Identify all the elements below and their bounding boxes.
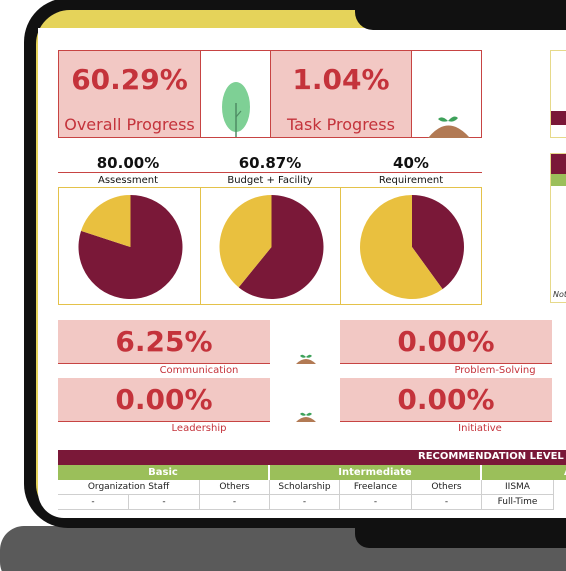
task-progress-label: Task Progress <box>287 115 395 134</box>
overall-progress-value: 60.29% <box>71 63 188 96</box>
sprout-small-icon <box>296 354 316 364</box>
col-others-basic: Others <box>200 480 270 495</box>
initiative-value: 0.00% <box>397 383 495 416</box>
col-others-intermediate: Others <box>412 480 482 495</box>
budget-pie-cell <box>200 187 341 305</box>
task-progress-value: 1.04% <box>292 63 390 96</box>
leadership-label: Leadership <box>171 423 227 434</box>
initiative-card: 0.00% <box>340 378 552 421</box>
initiative-label: Initiative <box>458 423 502 434</box>
leadership-card: 0.00% <box>58 378 270 421</box>
cell-r1-c2: - <box>129 495 200 510</box>
budget-percent: 60.87% <box>238 154 302 172</box>
right-panel-head <box>551 154 566 174</box>
overall-progress-label: Overall Progress <box>64 115 195 134</box>
tree-icon <box>222 82 250 137</box>
problem-solving-rule <box>340 363 552 364</box>
cell-r1-c5: - <box>340 495 412 510</box>
requirement-label: Requirement <box>378 175 444 186</box>
requirement-pie <box>360 195 464 299</box>
communication-value: 6.25% <box>115 325 213 358</box>
right-panel-table: Not <box>550 153 566 303</box>
initiative-rule <box>340 421 552 422</box>
dashboard-screen: 60.29% Overall Progress 1.04% Task Progr… <box>38 28 566 518</box>
pie-slice-primary <box>412 195 464 290</box>
col-freelance: Freelance <box>340 480 412 495</box>
sprout-image-cell <box>411 50 482 138</box>
leadership-value: 0.00% <box>115 383 213 416</box>
requirement-pie-cell <box>340 187 482 305</box>
cell-r1-c1: - <box>58 495 129 510</box>
pie-header-rule <box>58 172 482 173</box>
level-intermediate: Intermediate <box>270 465 480 480</box>
cell-r1-c3: - <box>200 495 270 510</box>
problem-solving-card: 0.00% <box>340 320 552 363</box>
right-panel-top <box>550 50 566 138</box>
problem-solving-label: Problem-Solving <box>454 365 536 376</box>
col-organization-staff: Organization Staff <box>58 480 200 495</box>
level-advanced: A <box>482 465 566 480</box>
cell-r1-c4: - <box>270 495 340 510</box>
sprout-small-icon-2 <box>296 412 316 422</box>
assessment-pie-cell <box>58 187 201 305</box>
pie-slice-remainder <box>81 195 131 247</box>
overall-progress-card: 60.29% Overall Progress <box>58 50 201 138</box>
pie-slice-primary <box>238 195 324 299</box>
right-panel-note: Not <box>553 290 566 299</box>
right-panel-bar <box>551 111 566 125</box>
cell-r1-c6: - <box>412 495 482 510</box>
assessment-percent: 80.00% <box>96 154 160 172</box>
tree-image-cell <box>200 50 271 138</box>
recommendation-header: RECOMMENDATION LEVEL <box>58 450 566 465</box>
right-panel-subhead <box>551 174 566 186</box>
communication-rule <box>58 363 270 364</box>
leadership-rule <box>58 421 270 422</box>
budget-pie <box>219 195 324 299</box>
communication-label: Communication <box>159 365 239 376</box>
col-iisma: IISMA <box>482 480 554 495</box>
communication-card: 6.25% <box>58 320 270 363</box>
assessment-pie <box>78 195 183 299</box>
device-bottom-bar <box>355 526 566 548</box>
pie-slice-remainder <box>219 195 272 288</box>
budget-label: Budget + Facility <box>227 175 313 186</box>
pie-slice-remainder <box>360 195 443 299</box>
requirement-percent: 40% <box>393 154 429 172</box>
problem-solving-value: 0.00% <box>397 325 495 358</box>
device-notch <box>355 0 566 30</box>
assessment-label: Assessment <box>98 175 158 186</box>
recommendation-title: RECOMMENDATION LEVEL <box>418 451 564 462</box>
task-progress-card: 1.04% Task Progress <box>270 50 412 138</box>
cell-full-time: Full-Time <box>482 495 554 510</box>
sprout-icon <box>428 116 470 138</box>
level-basic: Basic <box>58 465 268 480</box>
col-scholarship: Scholarship <box>270 480 340 495</box>
